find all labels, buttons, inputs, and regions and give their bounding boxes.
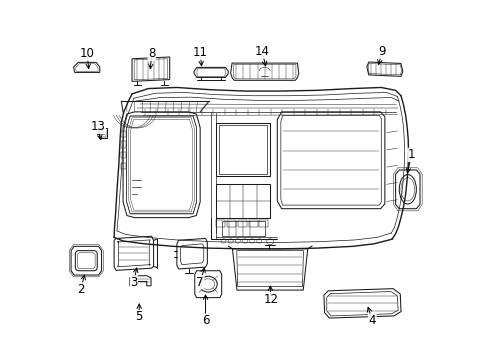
Bar (248, 220, 258, 226)
Bar (122, 163, 125, 169)
Text: 11: 11 (193, 46, 208, 59)
Bar (122, 141, 125, 148)
Bar (216, 220, 225, 226)
Bar (122, 152, 125, 158)
Text: 6: 6 (202, 314, 209, 327)
Text: 3: 3 (130, 276, 138, 289)
Text: 2: 2 (77, 283, 84, 296)
Bar (216, 184, 270, 218)
Bar (216, 123, 270, 176)
Bar (99, 128, 107, 138)
Bar (227, 220, 236, 226)
Text: 8: 8 (148, 47, 155, 60)
Text: 7: 7 (196, 276, 204, 289)
Text: 12: 12 (263, 293, 278, 306)
Text: 13: 13 (91, 121, 105, 134)
Bar (259, 220, 269, 226)
Text: 1: 1 (408, 148, 416, 161)
Bar (122, 131, 125, 137)
Text: 9: 9 (378, 45, 386, 58)
Bar (221, 221, 265, 235)
Text: 10: 10 (80, 47, 95, 60)
Text: 14: 14 (255, 45, 270, 58)
Bar (219, 126, 267, 174)
Text: 5: 5 (136, 310, 143, 324)
Text: 4: 4 (368, 314, 376, 327)
Bar (100, 130, 105, 136)
Bar (238, 220, 247, 226)
